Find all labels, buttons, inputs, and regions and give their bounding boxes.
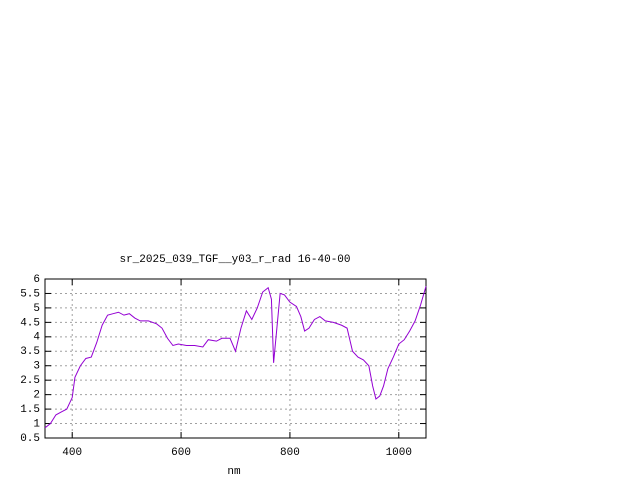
- plot-border: [44, 278, 427, 439]
- x-tick-label: 800: [280, 447, 300, 459]
- y-tick-label: 3.5: [20, 346, 40, 358]
- chart-title: sr_2025_039_TGF__y03_r_rad 16-40-00: [119, 254, 350, 266]
- y-tick-label: 1: [33, 418, 40, 430]
- y-tick-label: 1.5: [20, 404, 40, 416]
- y-tick-label: 4: [33, 332, 40, 344]
- x-tick-label: 1000: [386, 447, 412, 459]
- y-tick-label: 2.5: [20, 375, 40, 387]
- y-tick-label: 0.5: [20, 433, 40, 445]
- y-tick-label: 6: [33, 274, 40, 286]
- y-tick-label: 5: [33, 303, 40, 315]
- x-tick-label: 600: [171, 447, 191, 459]
- x-axis-label: nm: [227, 466, 241, 478]
- y-tick-label: 4.5: [20, 317, 40, 329]
- y-tick-label: 2: [33, 390, 40, 402]
- data-line: [44, 286, 427, 429]
- y-tick-label: 5.5: [20, 288, 40, 300]
- y-tick-label: 3: [33, 361, 40, 373]
- x-tick-label: 400: [62, 447, 82, 459]
